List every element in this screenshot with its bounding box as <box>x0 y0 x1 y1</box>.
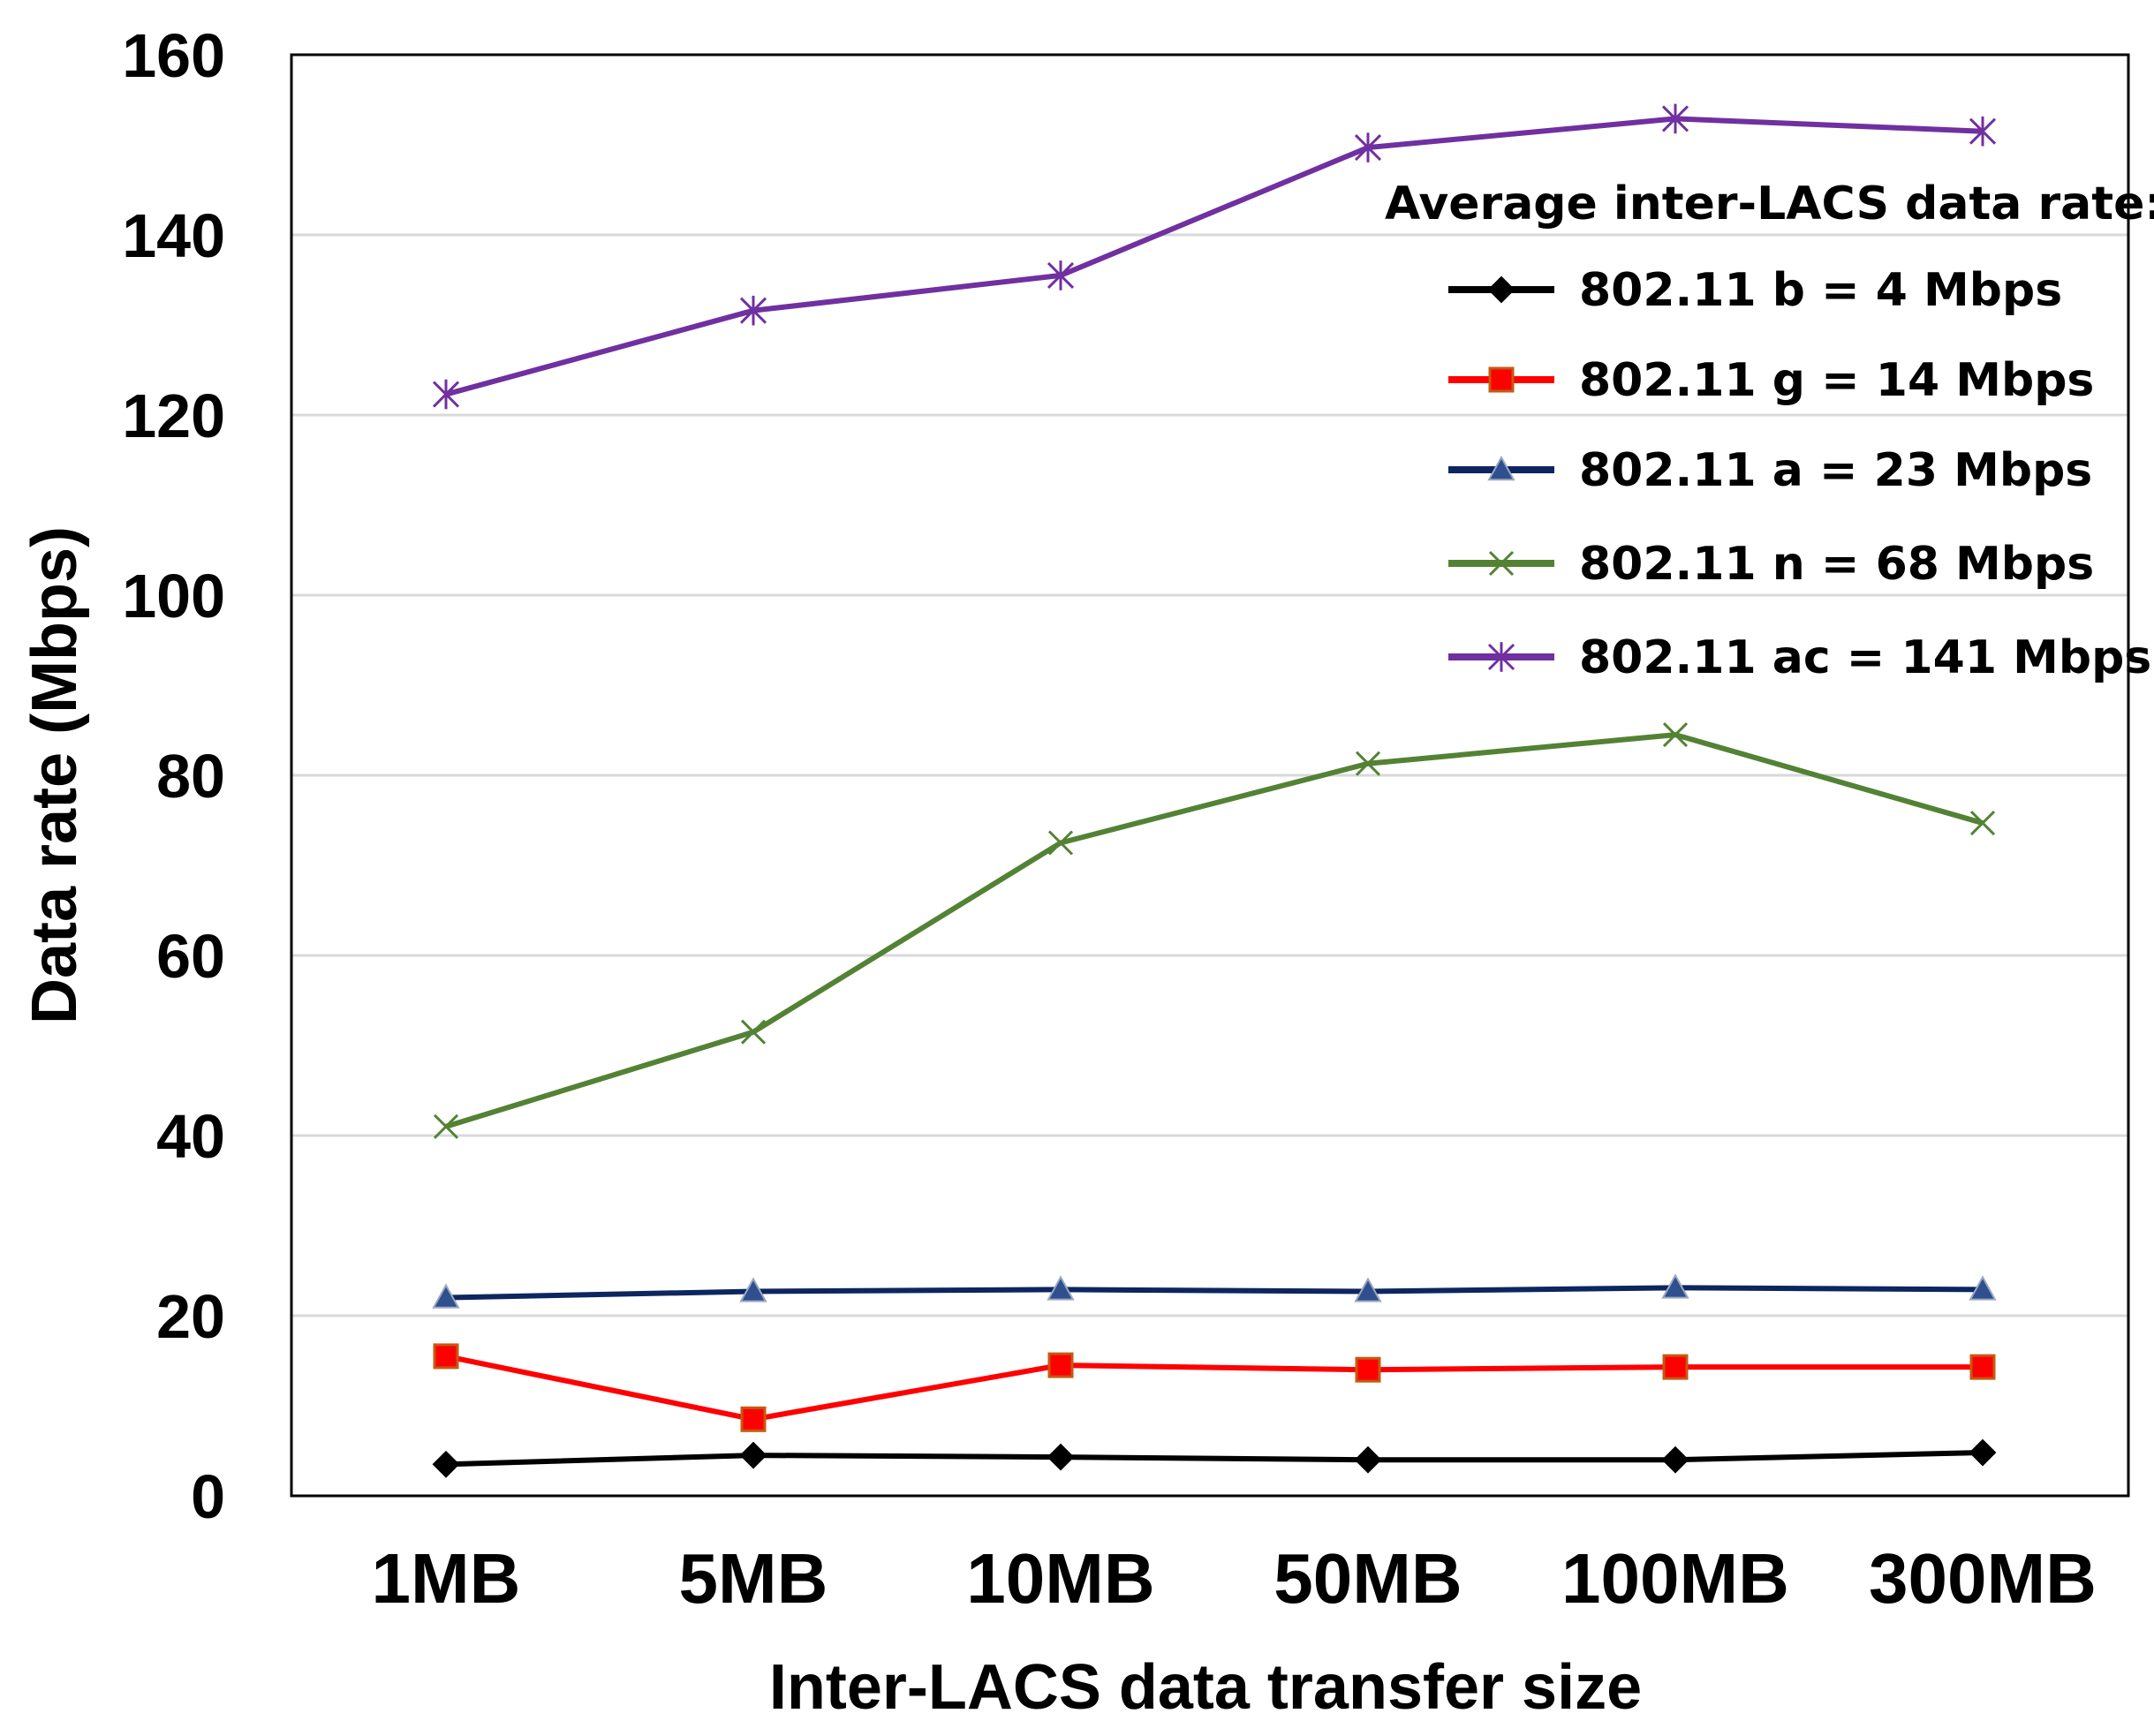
data-point-marker <box>1047 260 1075 291</box>
data-point-marker <box>1661 1273 1689 1299</box>
data-point-marker <box>432 379 460 410</box>
x-tick-label: 300MB <box>1869 1539 2097 1618</box>
data-point-marker <box>1662 1354 1689 1380</box>
y-axis-title: Data rate (Mbps) <box>19 526 90 1024</box>
legend: Average inter-LACS data rate: 802.11 b =… <box>1385 177 2154 684</box>
x-tick-label: 5MB <box>679 1539 828 1618</box>
data-point-marker <box>739 295 767 326</box>
series-line <box>445 1450 1984 1468</box>
series-line <box>445 116 1984 397</box>
y-tick-label: 40 <box>156 1102 225 1171</box>
data-point-marker <box>1661 1445 1689 1474</box>
series-group <box>433 722 1996 1139</box>
data-point-marker <box>1969 1438 1997 1467</box>
data-point-marker <box>1047 1443 1075 1471</box>
data-point-marker <box>1354 1445 1382 1474</box>
data-point-marker <box>432 1450 460 1478</box>
x-tick-label: 1MB <box>372 1539 521 1618</box>
x-tick-labels: 1MB 5MB 10MB 50MB 100MB 300MB <box>372 1539 2097 1618</box>
data-point-marker <box>1487 642 1515 672</box>
series-group <box>432 1273 1997 1309</box>
data-point-marker <box>433 1113 459 1139</box>
data-point-marker <box>1487 455 1515 481</box>
legend-entry: 802.11 b = 4 Mbps <box>1448 264 2062 317</box>
x-tick-label: 50MB <box>1274 1539 1462 1618</box>
series-line <box>445 1353 1983 1423</box>
legend-label: 802.11 b = 4 Mbps <box>1579 264 2062 317</box>
series-group <box>433 1343 1996 1432</box>
legend-title: Average inter-LACS data rate: <box>1385 177 2154 230</box>
y-tick-label: 100 <box>122 562 225 630</box>
data-point-marker <box>740 1406 767 1432</box>
series-line <box>445 1285 1984 1301</box>
data-point-marker <box>1487 275 1515 304</box>
y-tick-label: 60 <box>156 922 225 991</box>
data-point-marker <box>433 1343 459 1370</box>
plot-frame <box>290 53 2130 1498</box>
y-tick-label: 20 <box>156 1282 225 1351</box>
data-point-marker <box>1662 722 1689 748</box>
x-tick-label: 100MB <box>1561 1539 1789 1618</box>
data-point-marker <box>1047 1275 1075 1301</box>
legend-label: 802.11 n = 68 Mbps <box>1579 538 2094 591</box>
data-point-marker <box>1488 366 1515 393</box>
gridlines <box>291 233 2128 1317</box>
data-point-marker <box>1969 1354 1996 1380</box>
data-point-marker <box>1355 751 1381 776</box>
data-point-marker <box>1047 1352 1074 1378</box>
data-point-marker <box>1969 810 1996 836</box>
legend-entry: 802.11 ac = 141 Mbps <box>1448 631 2151 684</box>
y-tick-label: 140 <box>122 201 225 270</box>
legend-label: 802.11 a = 23 Mbps <box>1579 444 2092 497</box>
y-tick-label: 120 <box>122 381 225 450</box>
legend-label: 802.11 ac = 141 Mbps <box>1579 631 2151 684</box>
data-point-marker <box>740 1019 767 1045</box>
x-axis-title: Inter-LACS data transfer size <box>769 1652 1642 1723</box>
data-point-marker <box>739 1441 767 1469</box>
data-point-marker <box>1354 1277 1382 1302</box>
y-tick-label: 80 <box>156 742 225 811</box>
data-point-marker <box>1355 1356 1381 1383</box>
data-point-marker <box>1354 132 1382 162</box>
data-point-marker <box>739 1277 767 1302</box>
data-point-marker <box>1969 1275 1997 1301</box>
legend-entry: 802.11 a = 23 Mbps <box>1448 444 2092 497</box>
y-tick-label: 0 <box>191 1462 225 1531</box>
data-point-marker <box>1969 116 1997 147</box>
series-line <box>445 732 1984 1129</box>
data-point-marker <box>1488 550 1515 577</box>
x-tick-label: 10MB <box>966 1539 1154 1618</box>
data-point-marker <box>432 1283 460 1309</box>
y-tick-label: 160 <box>122 21 225 90</box>
data-point-marker <box>1661 103 1689 134</box>
legend-entry: 802.11 n = 68 Mbps <box>1448 538 2094 591</box>
series-group <box>432 103 1997 410</box>
series-layer <box>432 103 1997 1478</box>
series-group <box>432 1438 1997 1478</box>
data-point-marker <box>1047 830 1074 856</box>
legend-entry: 802.11 g = 14 Mbps <box>1448 354 2094 407</box>
y-tick-labels: 0 20 40 60 80 100 120 140 160 <box>122 21 225 1531</box>
legend-label: 802.11 g = 14 Mbps <box>1579 354 2094 407</box>
